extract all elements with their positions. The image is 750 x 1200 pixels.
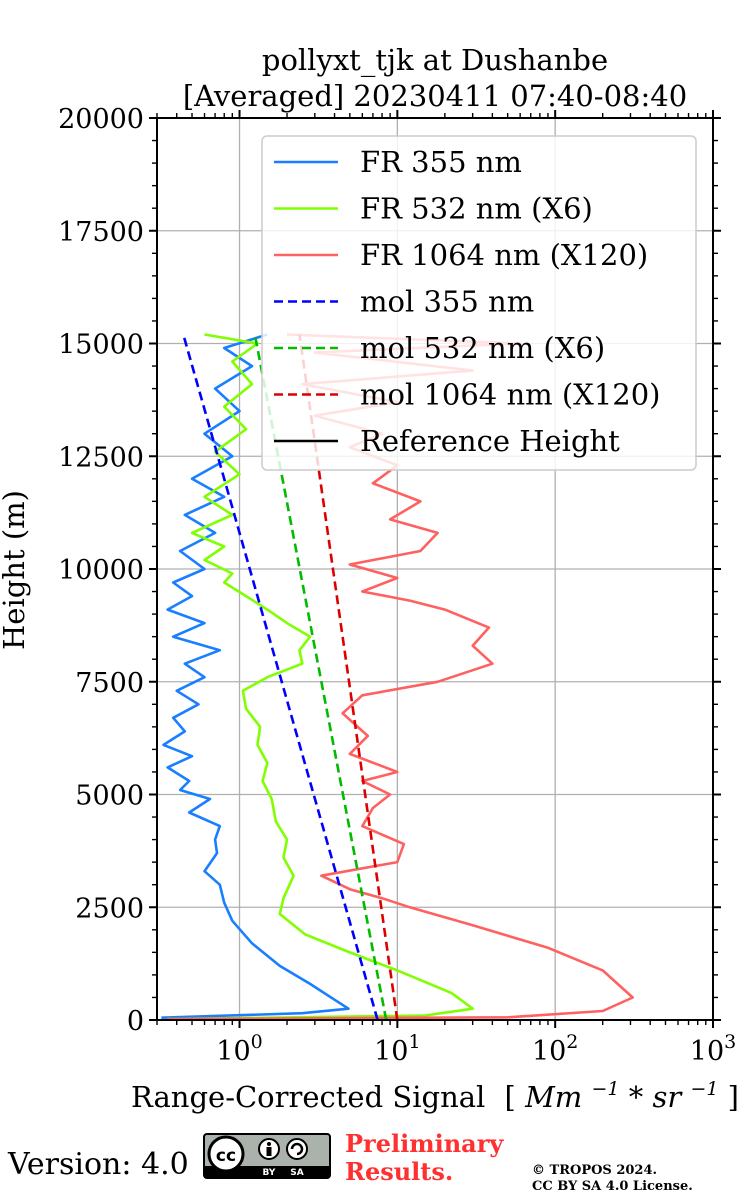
legend-label-6: Reference Height [360,424,620,458]
x-axis-label: Range-Corrected Signal [ Mm −1 * sr −1 ] [131,1068,739,1114]
y-tick-label: 2500 [75,893,144,924]
y-tick-label: 12500 [58,442,144,473]
chart-title-line1: pollyxt_tjk at Dushanbe [262,43,608,78]
x-axis-label-text: Range-Corrected Signal [131,1080,485,1114]
legend-label-2: FR 1064 nm (X120) [360,238,648,272]
copyright-line1: © TROPOS 2024. [532,1163,658,1178]
y-tick-label: 7500 [75,668,144,699]
legend-label-5: mol 1064 nm (X120) [360,378,661,412]
x-tick-label-exponent: 0 [251,1031,263,1053]
x-tick-label-base: 10 [216,1036,250,1067]
preliminary-results-note: Preliminary Results. [345,1130,503,1186]
x-axis-units-open: [ [505,1080,516,1114]
copyright-note: © TROPOS 2024. CC BY SA 4.0 License. [532,1163,693,1195]
share-alike-icon [286,1138,308,1160]
copyright-line2: CC BY SA 4.0 License. [532,1179,693,1194]
legend-label-4: mol 532 nm (X6) [360,331,605,365]
version-label: Version: 4.0 [8,1147,189,1182]
legend-label-1: FR 532 nm (X6) [360,192,593,226]
tick-marks: 100 101 102 1030250050007500100001250015000… [58,104,736,1067]
legend: FR 355 nm FR 532 nm (X6) FR 1064 nm (X120)… [261,135,697,471]
x-axis-units-mid: * sr [629,1080,684,1114]
x-tick-label-base: 10 [374,1036,408,1067]
x-axis-units-close: ] [728,1080,739,1114]
y-axis-label: Height (m) [0,490,31,650]
x-tick-label-exponent: 1 [408,1031,420,1053]
preliminary-line1: Preliminary [345,1129,504,1158]
cc-logo-text: cc [216,1146,236,1166]
x-tick-label-exponent: 3 [724,1031,736,1053]
x-tick-label: 103 [690,1031,736,1067]
x-tick-label-base: 10 [532,1036,566,1067]
x-tick-label: 100 [216,1031,262,1067]
x-tick-label-base: 10 [690,1036,724,1067]
cc-by-text: BY [263,1168,276,1178]
series-line-1 [167,333,474,1020]
x-tick-label-exponent: 2 [566,1031,578,1053]
x-tick-label: 102 [532,1031,578,1067]
cc-by-sa-license-icon: cc BY SA [203,1133,331,1179]
chart-title-line2: [Averaged] 20230411 07:40-08:40 [183,79,687,113]
lidar-profile-chart: pollyxt_tjk at Dushanbe [Averaged] 20230… [0,43,739,1114]
x-axis-units-body: Mm [524,1080,582,1114]
x-axis-units-sup2: −1 [690,1078,718,1100]
series-line-3 [182,334,379,1020]
x-tick-label: 101 [374,1031,420,1067]
legend-label-0: FR 355 nm [360,145,522,179]
legend-label-3: mol 355 nm [360,285,534,319]
preliminary-line2: Results. [345,1157,454,1186]
y-tick-label: 0 [127,1006,144,1037]
y-tick-label: 17500 [58,217,144,248]
y-tick-label: 5000 [75,781,144,812]
y-tick-label: 20000 [58,104,144,135]
series-line-0 [161,333,350,1019]
legend-box [261,135,697,471]
y-tick-label: 10000 [58,555,144,586]
y-tick-label: 15000 [58,330,144,361]
cc-sa-text: SA [290,1168,303,1178]
x-axis-units-sup1: −1 [592,1078,620,1100]
